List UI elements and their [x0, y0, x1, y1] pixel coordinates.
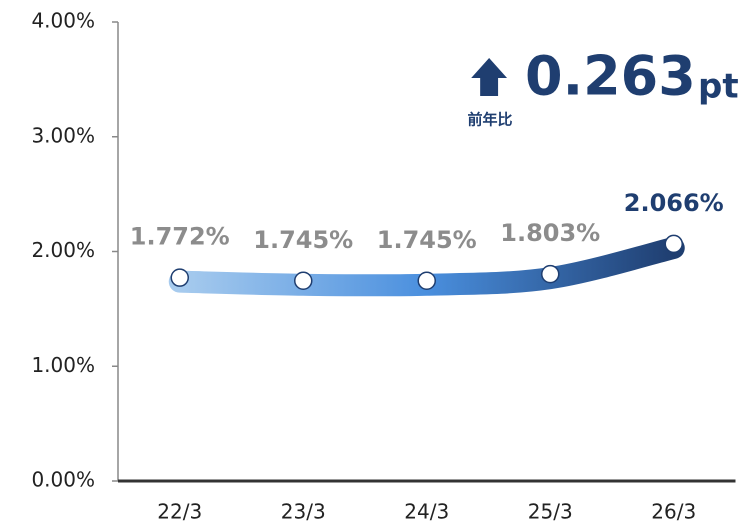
y-tick-label: 1.00%: [31, 353, 95, 377]
value-label: 1.745%: [377, 226, 477, 254]
x-tick-label: 26/3: [651, 500, 696, 524]
value-label: 1.745%: [253, 226, 353, 254]
y-tick-label: 2.00%: [31, 238, 95, 262]
point: [541, 264, 560, 284]
annotation-value: 0.263: [525, 45, 696, 108]
x-tick-label: 25/3: [528, 500, 573, 524]
annotation-caption: 前年比: [467, 111, 512, 129]
y-tick-label: 0.00%: [31, 468, 95, 492]
point: [170, 268, 189, 287]
arrow-up-icon: [471, 58, 508, 96]
y-tick-label: 4.00%: [31, 9, 95, 33]
annotation-unit: pt: [698, 67, 739, 107]
y-tick-label: 3.00%: [31, 123, 95, 147]
value-label: 2.066%: [624, 189, 724, 217]
value-label: 1.803%: [500, 219, 600, 247]
x-tick-label: 22/3: [157, 500, 202, 524]
value-label: 1.772%: [130, 223, 230, 251]
point: [417, 271, 436, 291]
x-tick-label: 24/3: [404, 500, 449, 524]
point: [664, 234, 683, 254]
point: [294, 271, 313, 291]
x-tick-label: 23/3: [281, 500, 326, 524]
